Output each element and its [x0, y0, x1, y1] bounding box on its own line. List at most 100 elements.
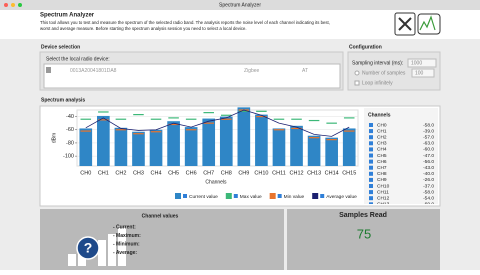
channel-value: -47.0 — [423, 153, 434, 159]
channel-name: CH3 — [377, 141, 387, 147]
legend-check[interactable] — [320, 194, 325, 198]
channel-checkbox[interactable] — [369, 171, 373, 176]
sampling-label: Sampling interval (ms): — [352, 60, 403, 66]
samples-radio[interactable] — [354, 70, 360, 76]
legend-swatch — [175, 193, 181, 199]
samples-value[interactable]: 100 — [415, 70, 424, 76]
legend-label: Average value — [326, 194, 357, 200]
channel-checkbox[interactable] — [369, 177, 373, 182]
value-label: - Minimum: — [113, 241, 140, 247]
channel-value: -57.0 — [423, 134, 434, 140]
channel-name: CH13 — [377, 202, 390, 208]
loop-label: Loop infinitely — [362, 80, 393, 86]
device-id[interactable]: 0013A20041801DA8 — [70, 68, 117, 74]
samples-label: Number of samples — [362, 70, 406, 76]
channel-checkbox[interactable] — [369, 159, 373, 164]
x-tick-label: CH9 — [238, 170, 249, 176]
x-tick-label: CH1 — [98, 170, 109, 176]
channel-checkbox[interactable] — [369, 141, 373, 146]
bar — [79, 128, 93, 166]
legend-swatch — [225, 193, 232, 199]
legend-check[interactable] — [233, 194, 238, 198]
channel-checkbox[interactable] — [369, 190, 373, 195]
panel-title: Channel values — [142, 213, 179, 219]
x-tick-label: CH6 — [186, 170, 197, 176]
channel-name: CH10 — [377, 183, 390, 189]
bar — [342, 128, 356, 166]
legend-check[interactable] — [183, 194, 187, 198]
y-tick-label: -60 — [66, 127, 74, 133]
device-list[interactable] — [43, 63, 341, 89]
section-title: Configuration — [349, 44, 382, 50]
x-tick-label: CH10 — [254, 170, 268, 176]
y-tick-label: -100 — [63, 154, 74, 160]
y-tick-label: -40 — [66, 114, 74, 120]
channel-value: -39.0 — [423, 128, 434, 134]
channel-checkbox[interactable] — [369, 196, 373, 201]
channel-checkbox[interactable] — [369, 129, 373, 134]
value-label: - Average: — [113, 250, 137, 256]
zoom-button[interactable] — [18, 3, 22, 7]
channel-name: CH6 — [377, 159, 387, 165]
values-icon — [68, 228, 126, 266]
channel-checkbox[interactable] — [369, 165, 373, 170]
bar — [272, 128, 286, 166]
x-tick-label: CH0 — [80, 170, 91, 176]
channel-name: CH9 — [377, 177, 387, 183]
section-title: Spectrum analysis — [41, 97, 85, 103]
sampling-value[interactable]: 1000 — [411, 60, 422, 66]
close-button[interactable] — [4, 3, 8, 7]
description: worst and average measure. Before starti… — [40, 26, 247, 31]
sampling-input[interactable] — [407, 58, 437, 68]
legend-label: Current value — [189, 194, 218, 200]
plot: -40 -60 -80 -100 CH0 CH1 CH2 CH3 CH4 CH5 CH6 CH7 CH8… — [63, 107, 359, 176]
channel-value: -26.0 — [423, 177, 434, 183]
channel-checkbox[interactable] — [369, 184, 373, 188]
value-label: - Maximum: — [113, 233, 141, 239]
channel-checkbox[interactable] — [369, 147, 373, 152]
bar — [184, 127, 198, 166]
minimize-button[interactable] — [11, 3, 15, 7]
window-title: Spectrum Analyzer — [219, 2, 261, 8]
x-axis-label: Channels — [205, 179, 227, 185]
channel-name: CH1 — [377, 128, 387, 134]
channel-value: -69.0 — [423, 202, 434, 208]
channel-name: CH2 — [377, 134, 387, 140]
samples-title: Samples Read — [339, 212, 387, 219]
channel-checkbox[interactable] — [369, 202, 373, 206]
bar — [219, 116, 233, 166]
channel-list — [364, 108, 438, 204]
loop-checkbox[interactable] — [354, 80, 360, 86]
x-tick-label: CH12 — [290, 170, 304, 176]
channel-value: -40.0 — [423, 171, 434, 177]
legend-label: Max value — [240, 194, 262, 200]
x-tick-label: CH14 — [325, 170, 339, 176]
legend-check[interactable] — [277, 194, 282, 198]
bar — [325, 137, 338, 166]
legend: Current value Max value Min value Average v… — [175, 193, 357, 200]
channel-checkbox[interactable] — [369, 153, 373, 158]
section-title: Device selection — [41, 44, 80, 50]
channel-checkbox[interactable] — [369, 123, 373, 127]
channel-name: CH5 — [377, 153, 387, 159]
channel-checkbox[interactable] — [369, 135, 373, 140]
channel-value: -37.0 — [423, 183, 434, 189]
bar — [290, 125, 303, 166]
title-bar — [0, 0, 480, 10]
help-icon[interactable]: ? — [84, 240, 93, 256]
y-axis-label: dBm — [51, 133, 57, 143]
channel-name: CH7 — [377, 165, 387, 171]
samples-panel — [287, 209, 440, 270]
channel-value: -56.0 — [423, 159, 434, 165]
bar — [149, 129, 163, 166]
app-icon — [394, 12, 441, 36]
y-tick-label: -80 — [66, 140, 74, 146]
bar — [114, 127, 128, 166]
samples-input[interactable] — [411, 68, 435, 78]
legend-swatch — [269, 193, 276, 199]
legend-swatch — [312, 193, 319, 199]
x-tick-label: CH7 — [203, 170, 214, 176]
samples-value: 75 — [357, 226, 371, 241]
header-title: Spectrum Analyzer — [40, 13, 95, 19]
